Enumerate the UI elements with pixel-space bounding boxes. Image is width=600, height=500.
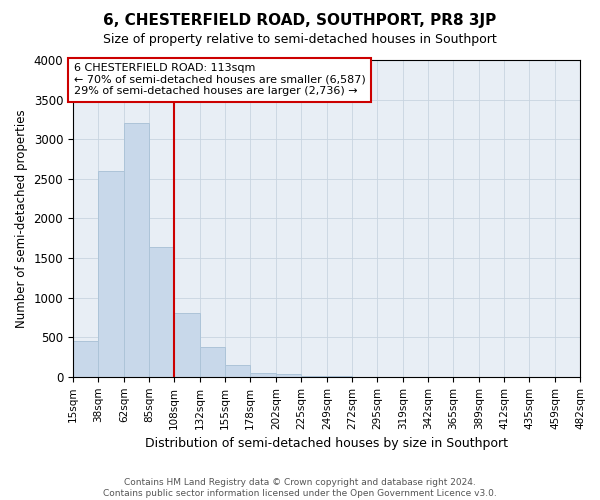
Bar: [250, 373, 276, 377]
Text: 6 CHESTERFIELD ROAD: 113sqm
← 70% of semi-detached houses are smaller (6,587)
29: 6 CHESTERFIELD ROAD: 113sqm ← 70% of sem…: [74, 63, 366, 96]
Bar: [276, 374, 301, 377]
Bar: [98, 171, 124, 377]
Text: Size of property relative to semi-detached houses in Southport: Size of property relative to semi-detach…: [103, 32, 497, 46]
Bar: [225, 364, 250, 377]
Bar: [301, 376, 327, 377]
X-axis label: Distribution of semi-detached houses by size in Southport: Distribution of semi-detached houses by …: [145, 437, 508, 450]
Bar: [73, 341, 98, 377]
Y-axis label: Number of semi-detached properties: Number of semi-detached properties: [15, 109, 28, 328]
Text: Contains HM Land Registry data © Crown copyright and database right 2024.
Contai: Contains HM Land Registry data © Crown c…: [103, 478, 497, 498]
Bar: [124, 124, 149, 377]
Bar: [174, 314, 200, 377]
Bar: [149, 247, 174, 377]
Text: 6, CHESTERFIELD ROAD, SOUTHPORT, PR8 3JP: 6, CHESTERFIELD ROAD, SOUTHPORT, PR8 3JP: [103, 12, 497, 28]
Bar: [200, 346, 225, 377]
